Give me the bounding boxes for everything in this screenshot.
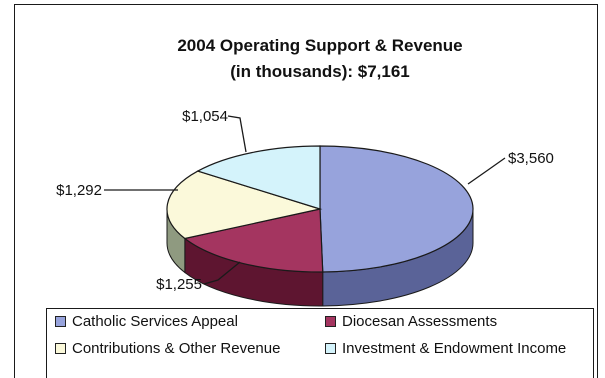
- legend-label: Contributions & Other Revenue: [72, 340, 281, 357]
- pie-slice-3: [196, 145, 321, 210]
- legend-label: Investment & Endowment Income: [342, 340, 567, 357]
- legend-item-contributions-other-revenue: Contributions & Other Revenue: [55, 340, 280, 357]
- legend-swatch: [55, 316, 66, 327]
- leader-line-3: [227, 115, 247, 153]
- data-label-3: $1,054: [182, 108, 228, 125]
- chart-title: 2004 Operating Support & Revenue: [177, 36, 462, 55]
- data-label-2: $1,292: [56, 182, 102, 199]
- legend-label: Diocesan Assessments: [342, 313, 498, 330]
- legend-swatch: [55, 343, 66, 354]
- legend: Catholic Services Appeal Diocesan Assess…: [46, 308, 594, 378]
- legend-item-investment-endowment-income: Investment & Endowment Income: [325, 340, 566, 357]
- pie-slice-0: [319, 145, 474, 273]
- legend-swatch: [325, 343, 336, 354]
- pie-slice-2: [166, 170, 323, 240]
- leader-line-1: [203, 261, 241, 285]
- chart-subtitle: (in thousands): $7,161: [230, 62, 409, 81]
- data-label-1: $1,255: [156, 276, 202, 293]
- legend-label: Catholic Services Appeal: [72, 313, 238, 330]
- leader-line-0: [467, 157, 506, 185]
- pie-slice-1: [183, 208, 324, 273]
- legend-item-diocesan-assessments: Diocesan Assessments: [325, 313, 497, 330]
- legend-swatch: [325, 316, 336, 327]
- chart-frame: [14, 4, 598, 378]
- data-label-0: $3,560: [508, 150, 554, 167]
- legend-item-catholic-services-appeal: Catholic Services Appeal: [55, 313, 238, 330]
